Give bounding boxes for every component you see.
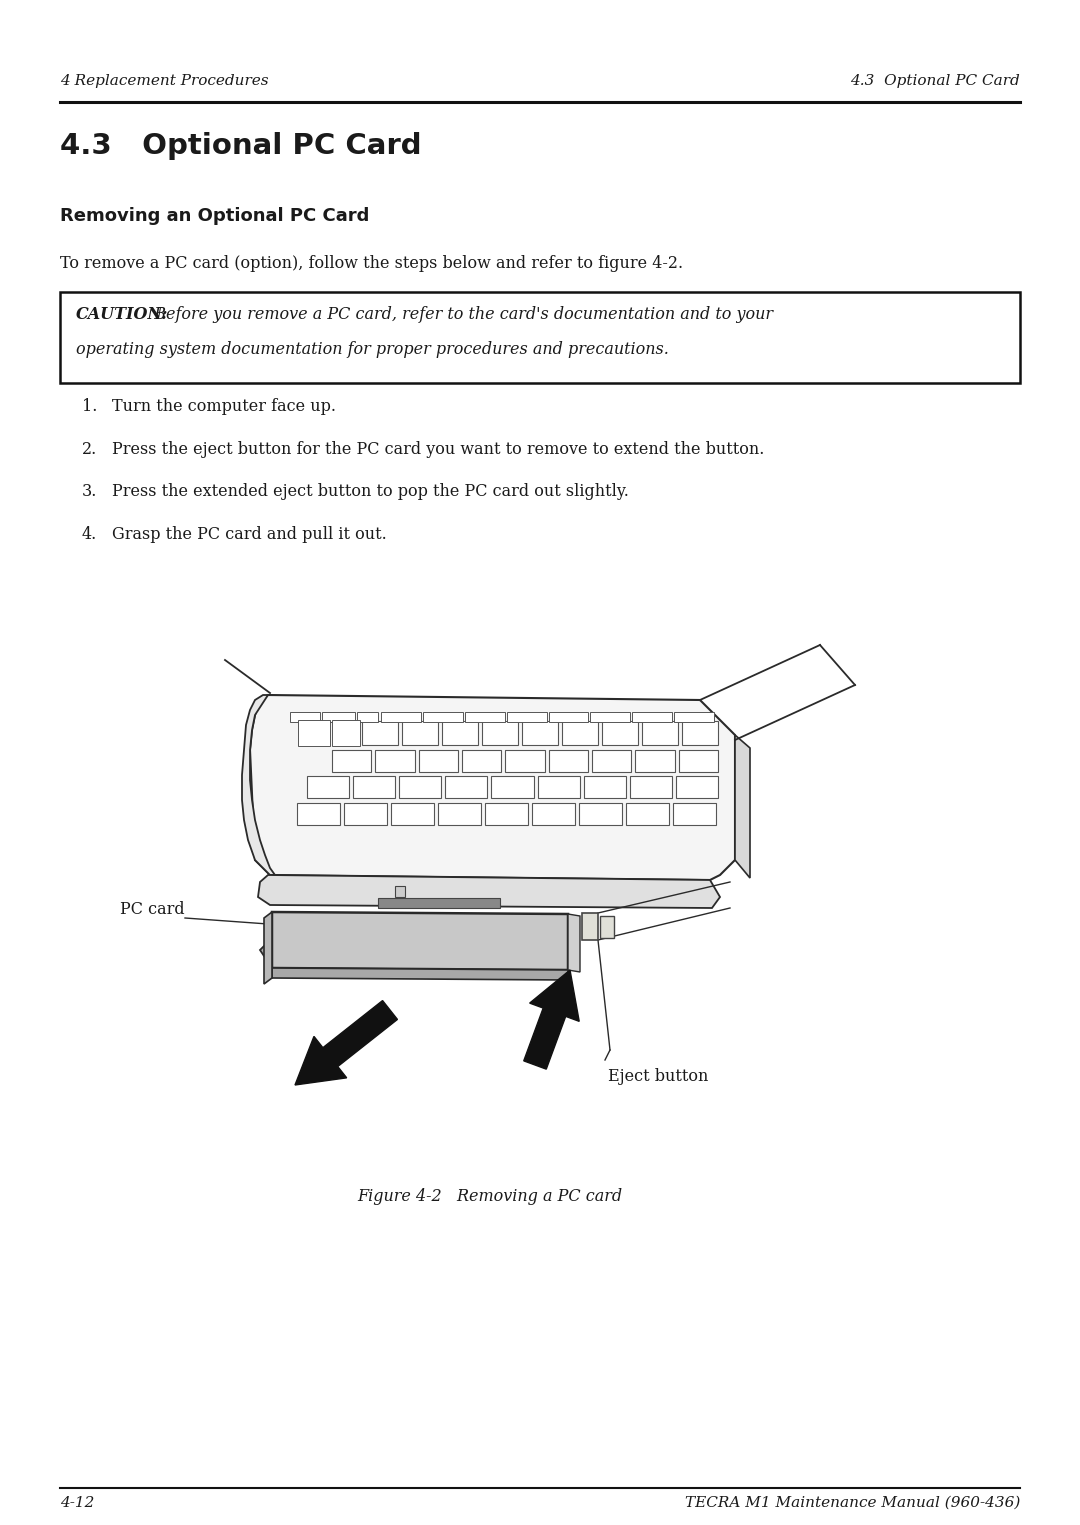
Text: Before you remove a PC card, refer to the card's documentation and to your: Before you remove a PC card, refer to th… — [144, 307, 773, 323]
Polygon shape — [272, 968, 568, 981]
Polygon shape — [362, 721, 399, 746]
Polygon shape — [402, 721, 438, 746]
Text: To remove a PC card (option), follow the steps below and refer to figure 4-2.: To remove a PC card (option), follow the… — [60, 255, 684, 271]
Polygon shape — [381, 712, 421, 721]
Polygon shape — [583, 776, 625, 798]
Text: 4-12: 4-12 — [60, 1496, 94, 1510]
Polygon shape — [395, 886, 405, 897]
Polygon shape — [260, 939, 561, 970]
Text: Turn the computer face up.: Turn the computer face up. — [112, 398, 336, 415]
Text: 1.: 1. — [82, 398, 97, 415]
Polygon shape — [298, 720, 330, 746]
Text: Eject button: Eject button — [608, 1068, 708, 1084]
Polygon shape — [507, 712, 546, 721]
Polygon shape — [297, 802, 340, 825]
Polygon shape — [630, 776, 672, 798]
Polygon shape — [532, 802, 575, 825]
Polygon shape — [291, 712, 320, 721]
Text: CAUTION:: CAUTION: — [76, 307, 168, 323]
Polygon shape — [376, 749, 415, 772]
Polygon shape — [357, 712, 378, 721]
Polygon shape — [270, 920, 570, 961]
Text: 4.: 4. — [82, 526, 97, 543]
Polygon shape — [423, 712, 462, 721]
Polygon shape — [632, 712, 672, 721]
Polygon shape — [482, 721, 518, 746]
Text: TECRA M1 Maintenance Manual (960-436): TECRA M1 Maintenance Manual (960-436) — [685, 1496, 1020, 1510]
Polygon shape — [600, 917, 615, 938]
Polygon shape — [635, 749, 675, 772]
Polygon shape — [462, 749, 501, 772]
Bar — [60, 291, 1020, 383]
Polygon shape — [602, 721, 638, 746]
Text: Figure 4-2   Removing a PC card: Figure 4-2 Removing a PC card — [357, 1188, 622, 1205]
Polygon shape — [568, 913, 580, 971]
Polygon shape — [307, 776, 349, 798]
Polygon shape — [332, 720, 360, 746]
Polygon shape — [735, 735, 750, 878]
Text: 4.3  Optional PC Card: 4.3 Optional PC Card — [850, 75, 1020, 88]
Text: operating system documentation for proper procedures and precautions.: operating system documentation for prope… — [76, 342, 669, 358]
Polygon shape — [626, 802, 669, 825]
Polygon shape — [242, 695, 275, 875]
Text: Press the extended eject button to pop the PC card out slightly.: Press the extended eject button to pop t… — [112, 483, 629, 500]
Polygon shape — [678, 749, 718, 772]
Polygon shape — [676, 776, 718, 798]
Polygon shape — [538, 776, 580, 798]
Polygon shape — [549, 749, 588, 772]
Polygon shape — [464, 712, 504, 721]
Polygon shape — [549, 712, 589, 721]
Polygon shape — [258, 875, 720, 907]
Polygon shape — [579, 802, 622, 825]
Polygon shape — [295, 1000, 397, 1084]
Polygon shape — [681, 721, 718, 746]
Polygon shape — [445, 776, 487, 798]
Polygon shape — [378, 898, 500, 907]
Polygon shape — [264, 912, 272, 984]
Text: PC card: PC card — [120, 901, 185, 918]
Polygon shape — [400, 776, 442, 798]
Polygon shape — [270, 920, 280, 955]
Text: Grasp the PC card and pull it out.: Grasp the PC card and pull it out. — [112, 526, 387, 543]
Polygon shape — [673, 802, 716, 825]
Polygon shape — [491, 776, 534, 798]
Polygon shape — [391, 802, 434, 825]
Polygon shape — [674, 712, 714, 721]
Polygon shape — [345, 802, 387, 825]
Text: 2.: 2. — [82, 441, 97, 458]
Text: Removing an Optional PC Card: Removing an Optional PC Card — [60, 207, 369, 226]
Polygon shape — [524, 970, 579, 1069]
Polygon shape — [591, 712, 631, 721]
Polygon shape — [322, 712, 355, 721]
Polygon shape — [249, 695, 735, 880]
Polygon shape — [442, 721, 478, 746]
Text: Press the eject button for the PC card you want to remove to extend the button.: Press the eject button for the PC card y… — [112, 441, 765, 458]
Polygon shape — [642, 721, 678, 746]
Polygon shape — [582, 913, 598, 939]
Polygon shape — [592, 749, 632, 772]
Polygon shape — [485, 802, 528, 825]
Text: 4.3   Optional PC Card: 4.3 Optional PC Card — [60, 133, 421, 160]
Polygon shape — [332, 749, 372, 772]
Text: 3.: 3. — [82, 483, 97, 500]
Polygon shape — [438, 802, 481, 825]
Polygon shape — [562, 721, 598, 746]
Text: 4 Replacement Procedures: 4 Replacement Procedures — [60, 75, 269, 88]
Polygon shape — [272, 912, 568, 970]
Polygon shape — [419, 749, 458, 772]
Polygon shape — [353, 776, 395, 798]
Polygon shape — [522, 721, 558, 746]
Polygon shape — [505, 749, 544, 772]
